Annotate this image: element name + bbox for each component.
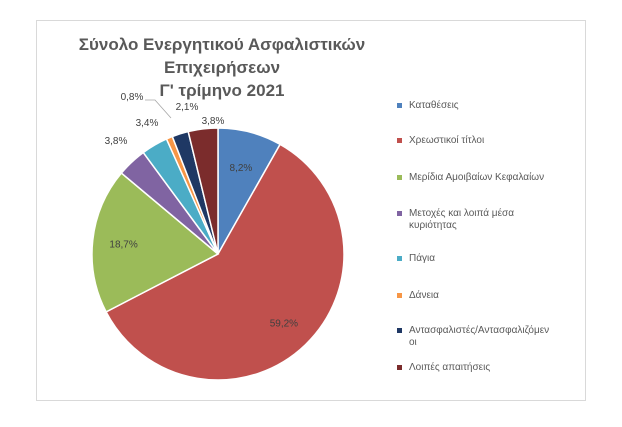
legend-label: Καταθέσεις	[409, 100, 459, 111]
data-label-1: 8,2%	[230, 163, 253, 174]
data-label-3: 18,7%	[109, 240, 137, 251]
legend-item-7: Αντασφαλιστές/Αντασφαλιζόμεν οι	[397, 325, 582, 349]
legend-label: Χρεωστικοί τίτλοι	[409, 135, 485, 146]
legend-swatch	[397, 256, 402, 261]
pie-slice-8	[187, 127, 219, 255]
legend-label: Αντασφαλιστές/Αντασφαλιζόμεν	[409, 325, 550, 336]
data-label-2: 59,2%	[270, 318, 298, 329]
legend-item-4: Μετοχές και λοιπά μέσα κυριότητας	[397, 208, 582, 232]
legend-item-1: Καταθέσεις	[397, 100, 582, 112]
legend-swatch	[397, 138, 402, 143]
legend-label: Δάνεια	[409, 290, 439, 301]
data-label-4: 3,8%	[105, 136, 128, 147]
data-label-5: 3,4%	[136, 118, 159, 129]
legend-item-3: Μερίδια Αμοιβαίων Κεφαλαίων	[397, 172, 582, 184]
legend-swatch	[397, 365, 402, 370]
legend-swatch	[397, 328, 402, 333]
legend-item-2: Χρεωστικοί τίτλοι	[397, 135, 582, 147]
data-label-7: 2,1%	[176, 102, 199, 113]
legend-label: Μετοχές και λοιπά μέσα	[409, 208, 514, 219]
data-label-8: 3,8%	[202, 116, 225, 127]
chart-title-line-2: Γ' τρίμηνο 2021	[159, 81, 285, 100]
legend-swatch	[397, 103, 402, 108]
legend-item-8: Λοιπές απαιτήσεις	[397, 362, 582, 374]
legend-swatch	[397, 175, 402, 180]
chart-frame: Σύνολο Ενεργητικού Ασφαλιστικών Επιχειρή…	[36, 20, 586, 401]
legend-item-6: Δάνεια	[397, 290, 582, 302]
chart-title: Σύνολο Ενεργητικού Ασφαλιστικών Επιχειρή…	[37, 33, 407, 102]
pie-slice-3	[91, 172, 220, 313]
pie-chart: 8,2%59,2%18,7%3,8%3,4%0,8%2,1%3,8%	[91, 92, 345, 381]
legend-swatch	[397, 293, 402, 298]
legend-label: Λοιπές απαιτήσεις	[409, 362, 491, 373]
legend-label: οι	[409, 337, 417, 348]
legend-label: κυριότητας	[409, 220, 457, 231]
legend-swatch	[397, 211, 402, 216]
legend-label: Πάγια	[409, 253, 436, 264]
legend-item-5: Πάγια	[397, 253, 582, 265]
data-label-6: 0,8%	[121, 92, 144, 103]
pie-slice-2	[105, 143, 345, 381]
chart-title-line-1: Σύνολο Ενεργητικού Ασφαλιστικών Επιχειρή…	[78, 35, 366, 77]
legend-label: Μερίδια Αμοιβαίων Κεφαλαίων	[409, 172, 545, 183]
leader-line-6	[145, 99, 172, 119]
